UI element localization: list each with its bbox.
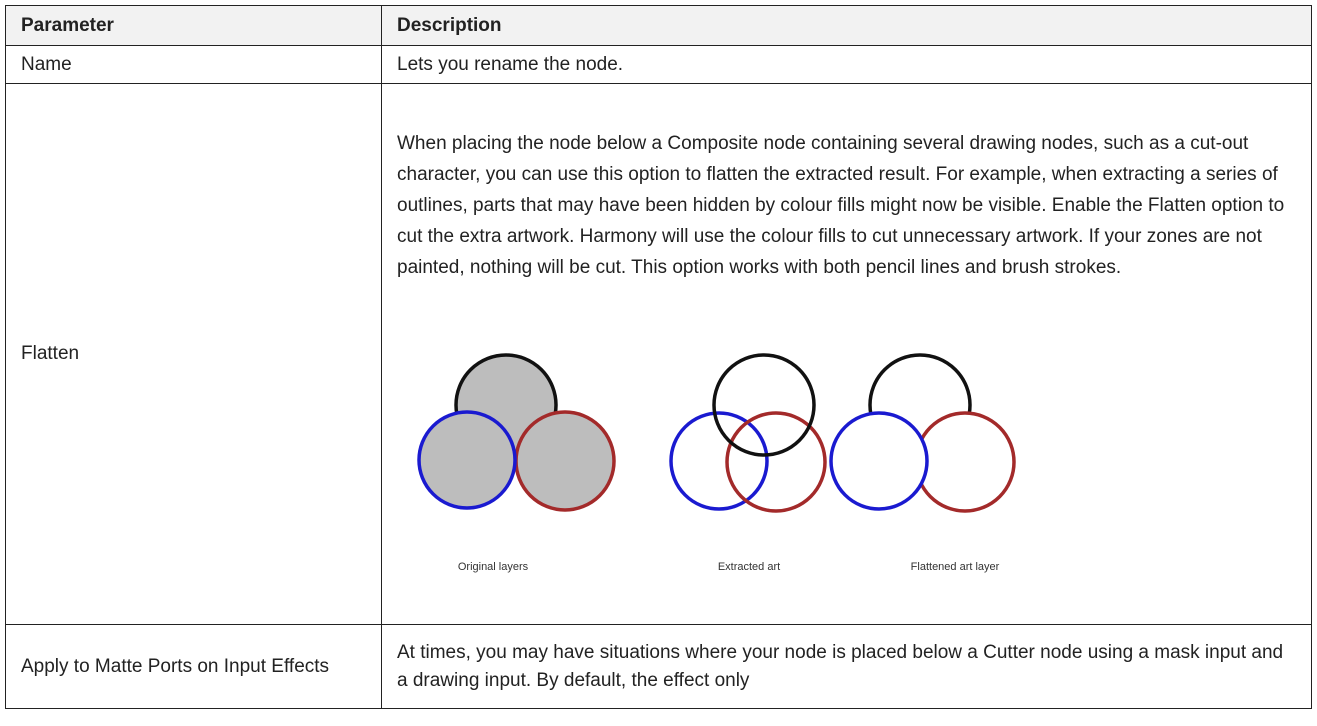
figure-caption: Original layers	[458, 561, 529, 573]
header-cell: Description	[381, 5, 1312, 46]
description-cell: Lets you rename the node.	[381, 45, 1312, 84]
description-text: When placing the node below a Composite …	[397, 132, 1285, 278]
header-row: Parameter Description	[5, 5, 1312, 46]
figure-caption: Extracted art	[718, 561, 780, 573]
parameter-cell: Name	[5, 45, 382, 84]
parameter-cell: Flatten	[5, 83, 382, 625]
table-row: Name Lets you rename the node.	[5, 45, 1312, 84]
flatten-figure: Original layers Extracted art Flattened …	[417, 352, 1016, 573]
table-row: Apply to Matte Ports on Input Effects At…	[5, 624, 1312, 709]
header-cell: Parameter	[5, 5, 382, 46]
parameter-cell: Apply to Matte Ports on Input Effects	[5, 624, 382, 709]
description-cell: When placing the node below a Composite …	[381, 83, 1312, 625]
figure-caption: Flattened art layer	[911, 561, 1000, 573]
table-row: Flatten When placing the node below a Co…	[5, 83, 1312, 625]
description-cell: At times, you may have situations where …	[381, 624, 1312, 709]
parameter-table: Parameter Description Name Lets you rena…	[5, 5, 1312, 709]
original-layers-illustration	[417, 352, 616, 512]
extracted-art-illustration	[669, 352, 827, 513]
flattened-art-illustration	[829, 352, 1016, 513]
